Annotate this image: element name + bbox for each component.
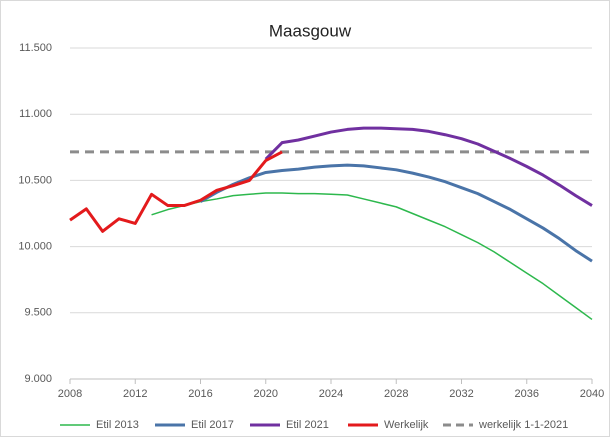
y-tick-label: 9.500 — [24, 307, 52, 319]
x-tick-label: 2020 — [254, 388, 278, 400]
series-line — [151, 192, 593, 321]
x-tick-label: 2012 — [123, 388, 147, 400]
chart-title: Maasgouw — [269, 21, 352, 40]
y-tick-label: 11.500 — [19, 42, 52, 54]
legend-label: Etil 2013 — [96, 419, 139, 431]
series-line — [264, 126, 593, 207]
x-tick-label: 2032 — [449, 388, 473, 400]
x-tick-label: 2024 — [319, 388, 343, 400]
legend-label: werkelijk 1-1-2021 — [478, 419, 568, 431]
x-tick-label: 2008 — [58, 388, 82, 400]
y-tick-label: 11.000 — [19, 108, 52, 120]
x-tick-label: 2040 — [580, 388, 604, 400]
x-tick-label: 2016 — [188, 388, 212, 400]
x-tick-label: 2036 — [515, 388, 539, 400]
x-tick-label: 2028 — [384, 388, 408, 400]
y-tick-label: 10.500 — [18, 174, 52, 186]
y-tick-label: 10.000 — [18, 241, 52, 253]
legend-label: Werkelijk — [384, 419, 429, 431]
series-line — [69, 150, 283, 233]
y-tick-label: 9.000 — [24, 373, 52, 385]
legend-label: Etil 2021 — [286, 419, 329, 431]
series-line — [199, 163, 593, 263]
legend-label: Etil 2017 — [191, 419, 234, 431]
